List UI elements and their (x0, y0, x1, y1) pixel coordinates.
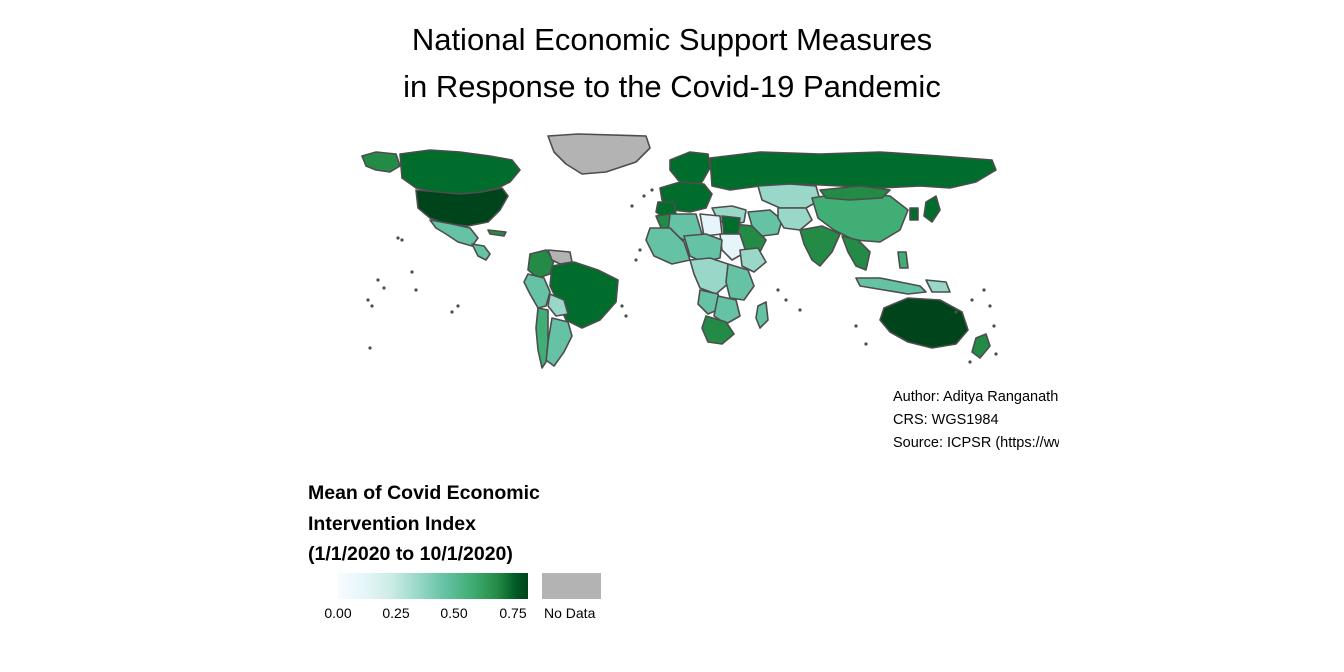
island-mark (994, 352, 998, 356)
credit-source: Source: ICPSR (https://www.openicpsr.org… (893, 435, 1059, 451)
legend-tick-label: 0.00 (324, 604, 352, 621)
legend-tick-label: 0.50 (440, 604, 468, 621)
island-mark (382, 286, 386, 290)
country-central-america (471, 243, 491, 261)
island-mark (634, 258, 638, 262)
island-mark (776, 288, 780, 292)
legend-title-line-3: (1/1/2020 to 10/1/2020) (308, 543, 513, 565)
legend-title-line-2: Intervention Index (308, 512, 476, 535)
country-central-asia (777, 207, 813, 231)
country-southern-africa (713, 295, 741, 325)
country-mongolia (819, 185, 891, 201)
legend-no-data-label: No Data (544, 604, 596, 621)
country-greenland (547, 133, 651, 175)
island-mark (456, 304, 460, 308)
island-mark (620, 304, 624, 308)
country-bolivia (547, 293, 569, 317)
country-brazil (549, 261, 619, 329)
country-japan (923, 195, 941, 223)
island-mark (954, 310, 958, 314)
country-southeast-asia (841, 235, 871, 271)
map-islands (366, 188, 998, 364)
country-egypt (721, 215, 741, 235)
country-kazakhstan (757, 183, 821, 209)
island-mark (400, 238, 404, 242)
country-ethiopia (739, 247, 767, 273)
island-mark (450, 310, 454, 314)
country-sahel (683, 233, 723, 263)
title-line-1: National Economic Support Measures (411, 22, 933, 57)
country-united-states (415, 187, 509, 227)
island-mark (864, 342, 868, 346)
legend-no-data-swatch (542, 572, 601, 599)
island-mark (368, 346, 372, 350)
country-colombia (527, 249, 555, 279)
island-mark (414, 288, 418, 292)
country-new-zealand (971, 333, 991, 359)
island-mark (376, 278, 380, 282)
country-india (799, 225, 841, 267)
map-regions (361, 133, 997, 369)
legend-tick-label: 0.75 (499, 604, 527, 621)
map-title: National Economic Support Measures in Re… (0, 16, 1344, 110)
country-indonesia (855, 277, 927, 295)
legend-gradient-bar (338, 572, 528, 599)
map-credits: Author: Aditya Ranganath CRS: WGS1984 So… (893, 386, 1059, 455)
country-chile (535, 307, 549, 369)
world-map (360, 130, 1000, 375)
country-russia (709, 151, 997, 191)
country-canada (399, 149, 521, 195)
island-mark (370, 304, 374, 308)
country-madagascar (755, 301, 769, 329)
country-philippines (897, 251, 909, 269)
island-mark (638, 248, 642, 252)
island-mark (642, 194, 646, 198)
island-mark (396, 236, 400, 240)
country-alaska (361, 151, 401, 173)
island-mark (366, 298, 370, 302)
country-papua-new-guinea (925, 279, 951, 293)
island-mark (410, 270, 414, 274)
legend-tick-label: 0.25 (382, 604, 410, 621)
country-central-africa (689, 257, 731, 295)
country-peru (523, 273, 551, 309)
credit-author: Author: Aditya Ranganath (893, 389, 1059, 405)
island-mark (992, 324, 996, 328)
country-iran (747, 209, 783, 237)
title-line-2: in Response to the Covid-19 Pandemic (403, 69, 941, 104)
island-mark (988, 304, 992, 308)
country-cuba (487, 229, 507, 237)
country-west-africa (645, 227, 691, 265)
legend: Mean of Covid Economic Intervention Inde… (308, 478, 628, 640)
country-south-africa (701, 315, 735, 345)
island-mark (630, 204, 634, 208)
island-mark (968, 360, 972, 364)
legend-scale: 0.00 0.25 0.50 0.75 No Data (308, 570, 628, 640)
legend-title-line-1: Mean of Covid Economic (308, 482, 540, 504)
island-mark (650, 188, 654, 192)
island-mark (970, 298, 974, 302)
country-korea (909, 207, 919, 221)
island-mark (854, 324, 858, 328)
country-east-africa (725, 263, 755, 301)
country-libya (699, 213, 723, 237)
country-mexico (429, 219, 479, 247)
country-australia (879, 297, 969, 349)
country-argentina (545, 317, 573, 367)
credit-crs: CRS: WGS1984 (893, 412, 999, 428)
island-mark (982, 288, 986, 292)
island-mark (798, 308, 802, 312)
country-scandinavia (669, 151, 711, 189)
island-mark (784, 298, 788, 302)
world-map-svg (361, 133, 998, 369)
island-mark (624, 314, 628, 318)
